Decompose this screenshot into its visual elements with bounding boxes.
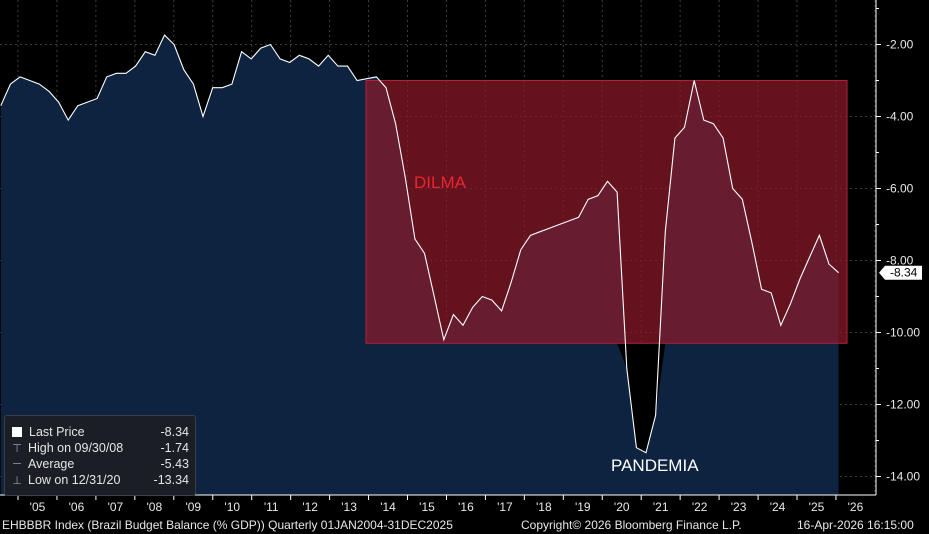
pandemic-dip-gap <box>607 343 685 453</box>
legend-high: ⊤ High on 09/30/08 -1.74 <box>12 441 189 455</box>
y-tick-label: -6.00 <box>886 182 914 196</box>
y-tick-label: -4.00 <box>886 110 914 124</box>
dilma-period-box <box>365 80 848 344</box>
index-description: EHBBBR Index (Brazil Budget Balance (% G… <box>2 518 453 532</box>
legend-average: ─ Average -5.43 <box>11 456 189 472</box>
x-tick-label: '06 <box>69 500 85 514</box>
x-tick-label: '17 <box>497 500 513 514</box>
chart-footer: EHBBBR Index (Brazil Budget Balance (% G… <box>0 515 929 534</box>
timestamp: 16-Apr-2026 16:15:00 <box>797 518 914 532</box>
x-tick-label: '25 <box>809 500 825 514</box>
x-tick-label: '16 <box>458 500 474 514</box>
x-tick-label: '20 <box>614 500 630 514</box>
x-tick-label: '24 <box>770 500 786 514</box>
y-tick-label: -10.00 <box>886 326 920 340</box>
x-tick-label: '09 <box>185 500 201 514</box>
y-tick-label: -8.00 <box>886 254 914 268</box>
y-tick-label: -14.00 <box>886 470 920 484</box>
last-value-label: -8.34 <box>890 266 918 280</box>
x-tick-label: '11 <box>264 500 279 514</box>
balance-line <box>0 34 839 454</box>
y-tick-label: -2.00 <box>886 38 914 52</box>
x-tick-label: '10 <box>224 500 240 514</box>
budget-balance-chart: -2.00 -4.00 -6.00 -8.00 -10.00 -12.00 -14.00 -8… <box>0 0 922 514</box>
average-marker-icon: ─ <box>13 458 21 470</box>
legend-low: ⊥ Low on 12/31/20 -13.34 <box>12 473 189 487</box>
chart-legend: Last Price -8.34 ⊤ High on 09/30/08 -1.7… <box>4 415 196 496</box>
x-tick-label: '15 <box>419 500 435 514</box>
x-tick-label: '14 <box>380 500 396 514</box>
last-value-badge <box>879 265 922 280</box>
x-tick-label: '21 <box>653 500 669 514</box>
high-marker-icon: ⊤ <box>12 442 22 455</box>
y-tick-label: -12.00 <box>886 398 920 412</box>
x-tick-label: '12 <box>302 500 318 514</box>
x-tick-label: '08 <box>147 500 163 514</box>
x-tick-label: '18 <box>536 500 552 514</box>
x-tick-label: '23 <box>731 500 747 514</box>
x-tick-label: '26 <box>848 500 864 514</box>
x-tick-label: '22 <box>692 500 708 514</box>
pandemia-label: PANDEMIA <box>611 456 699 475</box>
x-tick-label: '13 <box>341 500 357 514</box>
copyright-text: Copyright© 2026 Bloomberg Finance L.P. <box>521 518 742 532</box>
low-marker-icon: ⊥ <box>12 474 22 487</box>
legend-last-price: Last Price -8.34 <box>11 424 189 440</box>
dilma-label: DILMA <box>414 173 467 192</box>
x-tick-label: '07 <box>108 500 124 514</box>
x-tick-label: '05 <box>30 500 46 514</box>
x-tick-label: '19 <box>575 500 591 514</box>
square-icon <box>12 427 22 437</box>
